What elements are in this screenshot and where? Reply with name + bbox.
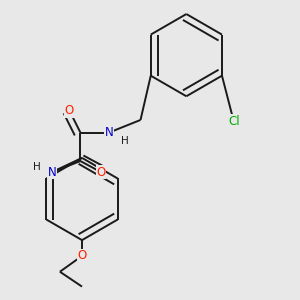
Text: H: H [33, 162, 41, 172]
Text: O: O [77, 249, 87, 262]
Text: O: O [96, 166, 106, 178]
Text: H: H [121, 136, 129, 146]
Text: N: N [104, 126, 113, 139]
Text: O: O [65, 104, 74, 117]
Text: N: N [48, 166, 56, 178]
Text: Cl: Cl [228, 115, 240, 128]
